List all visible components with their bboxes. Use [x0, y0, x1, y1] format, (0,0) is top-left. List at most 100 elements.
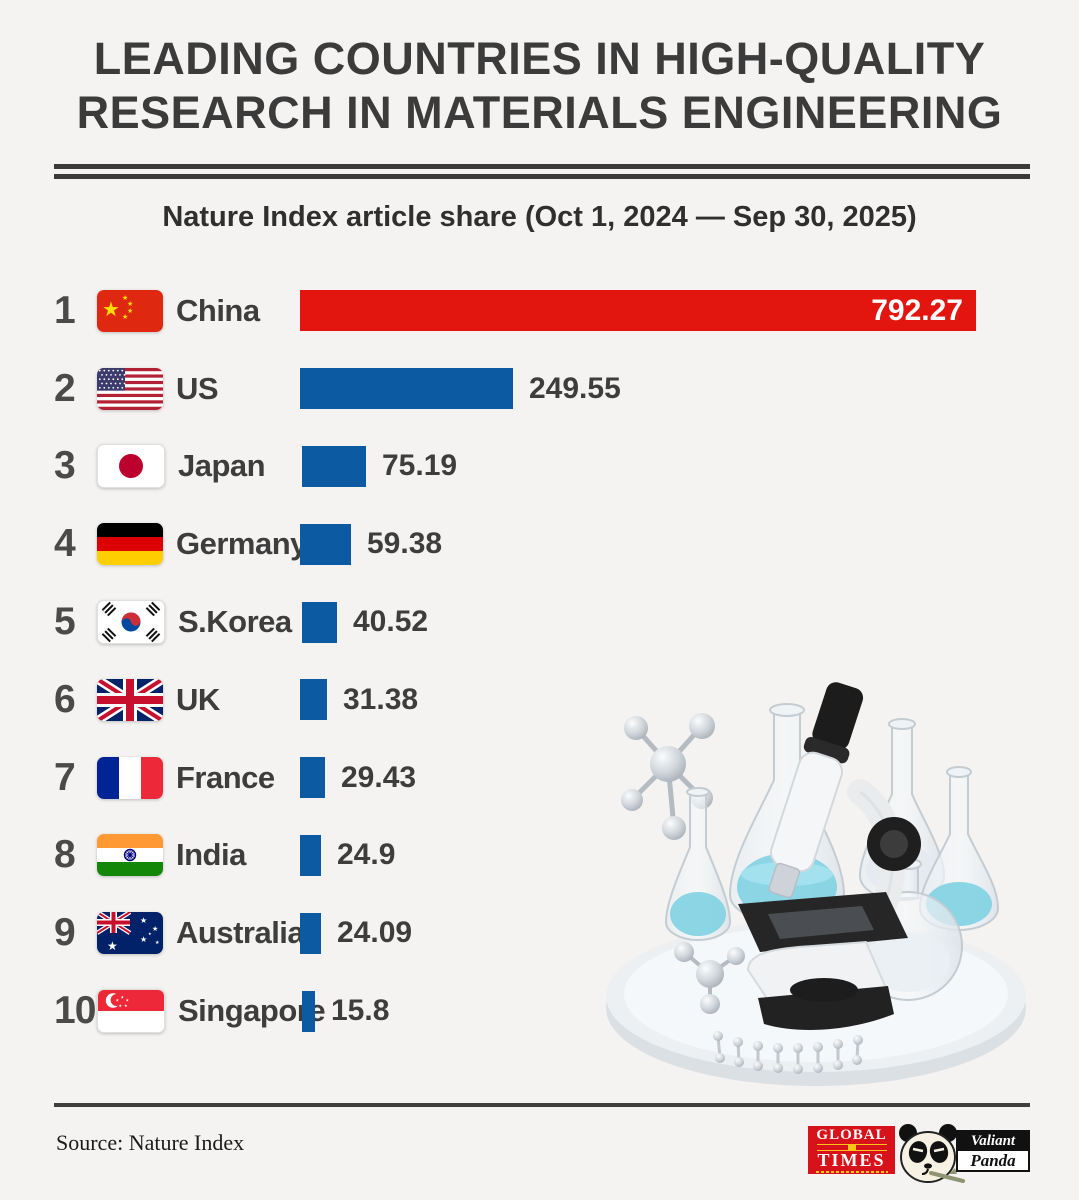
rank-label: 2 — [54, 366, 76, 410]
flag-china-icon: ★ ★ ★ ★ ★ — [97, 289, 163, 332]
flag-france-icon — [97, 756, 163, 799]
bar-track: 75.19 — [302, 445, 1030, 487]
value-label: 24.09 — [337, 916, 413, 950]
value-label: 40.52 — [353, 605, 429, 639]
value-label: 29.43 — [341, 760, 417, 794]
global-times-logo: GLOBAL TIMES — [808, 1126, 895, 1174]
divider-line-bottom — [54, 174, 1030, 179]
value-label: 59.38 — [367, 527, 443, 561]
rank-label: 5 — [54, 600, 76, 644]
country-label: India — [176, 837, 246, 873]
value-label: 249.55 — [529, 371, 621, 405]
svg-text:★: ★ — [122, 313, 128, 321]
flag-india-icon — [97, 834, 163, 877]
flag-uk-icon — [97, 678, 163, 721]
bar-track: 249.55 — [300, 368, 1030, 410]
page-title: LEADING COUNTRIES IN HIGH-QUALITY RESEAR… — [0, 32, 1079, 140]
country-row: 7 France 29.43 — [54, 739, 1030, 817]
country-label: China — [176, 292, 260, 328]
value-bar — [300, 368, 513, 410]
svg-text:★: ★ — [119, 1003, 123, 1008]
country-row: 1 ★ ★ ★ ★ ★ China 792.27 — [54, 272, 1030, 350]
svg-text:★: ★ — [155, 940, 160, 946]
bar-chart: 1 ★ ★ ★ ★ ★ China 792.27 2 US 249.55 3 Japan 75.19 4 Ge… — [54, 272, 1030, 1050]
global-times-line1: GLOBAL — [816, 1126, 887, 1143]
panda-icon — [899, 1124, 965, 1183]
global-times-tagline — [815, 1170, 888, 1173]
svg-text:★: ★ — [102, 297, 120, 321]
valiant-panda-logo: Valiant Panda — [956, 1130, 1030, 1172]
svg-text:★: ★ — [107, 939, 118, 953]
svg-text:★: ★ — [148, 931, 152, 936]
global-times-rule — [816, 1143, 887, 1151]
country-label: France — [176, 759, 275, 795]
divider-line-top — [54, 164, 1030, 169]
country-label: Singapore — [178, 993, 326, 1029]
page-title-line-2: RESEARCH IN MATERIALS ENGINEERING — [76, 87, 1003, 138]
valiant-panda-line2: Panda — [958, 1151, 1028, 1170]
bar-track: 24.9 — [300, 834, 1030, 876]
rank-label: 10 — [54, 989, 96, 1033]
rank-label: 1 — [54, 288, 76, 332]
bar-track: 29.43 — [300, 757, 1030, 799]
microscope-illustration-icon — [606, 682, 1026, 1086]
value-label: 792.27 — [871, 293, 963, 327]
rank-label: 6 — [54, 677, 76, 721]
value-bar: 792.27 — [300, 290, 976, 332]
bar-track: 59.38 — [300, 523, 1030, 565]
country-row: 8 India 24.9 — [54, 817, 1030, 895]
country-label: Japan — [178, 448, 266, 484]
rank-label: 4 — [54, 522, 76, 566]
svg-text:★: ★ — [121, 995, 125, 1000]
svg-text:★: ★ — [127, 307, 133, 315]
country-row: 3 Japan 75.19 — [54, 428, 1030, 506]
country-row: 10 ★ ★ ★ ★ ★ Singapore 15.8 — [54, 972, 1030, 1050]
footer-divider — [54, 1103, 1030, 1107]
chart-subtitle: Nature Index article share (Oct 1, 2024 … — [162, 201, 917, 233]
bar-track: 31.38 — [300, 679, 1030, 721]
flag-singapore-icon: ★ ★ ★ ★ ★ — [97, 989, 165, 1034]
country-label: S.Korea — [178, 604, 292, 640]
svg-text:★: ★ — [140, 935, 147, 944]
rank-label: 7 — [54, 755, 76, 799]
svg-text:★: ★ — [116, 998, 120, 1003]
svg-text:★: ★ — [152, 925, 158, 933]
value-label: 24.9 — [337, 838, 396, 872]
value-label: 75.19 — [382, 449, 458, 483]
value-label: 31.38 — [343, 682, 419, 716]
rank-label: 8 — [54, 833, 76, 877]
svg-text:★: ★ — [124, 1003, 128, 1008]
value-bar — [300, 912, 321, 954]
value-bar — [302, 601, 337, 643]
value-bar — [300, 757, 325, 799]
country-label: US — [176, 370, 219, 406]
value-label: 15.8 — [331, 994, 390, 1028]
country-label: UK — [176, 681, 220, 717]
bar-track: 24.09 — [300, 912, 1030, 954]
country-label: Germany — [176, 526, 307, 562]
flag-australia-icon: ★ ★ ★ ★ ★ ★ — [97, 912, 163, 955]
value-bar — [302, 990, 315, 1032]
rank-label: 3 — [54, 444, 76, 488]
svg-text:★: ★ — [140, 916, 147, 925]
svg-text:★: ★ — [126, 998, 130, 1003]
flag-us-icon — [97, 367, 163, 410]
flag-japan-icon — [97, 444, 165, 489]
bar-track: 15.8 — [302, 990, 1030, 1032]
bar-track: 40.52 — [302, 601, 1030, 643]
page-title-line-1: LEADING COUNTRIES IN HIGH-QUALITY — [93, 33, 986, 84]
svg-text:★: ★ — [122, 294, 128, 302]
value-bar — [302, 445, 366, 487]
bar-track: 792.27 — [300, 290, 1030, 332]
value-bar — [300, 523, 351, 565]
country-row: 5 S.Korea 40.52 — [54, 583, 1030, 661]
valiant-panda-line1: Valiant — [958, 1132, 1028, 1151]
value-bar — [300, 834, 321, 876]
country-row: 4 Germany 59.38 — [54, 505, 1030, 583]
country-row: 9 ★ ★ ★ ★ ★ ★ Australia 24.09 — [54, 894, 1030, 972]
svg-text:★: ★ — [127, 300, 133, 308]
country-row: 2 US 249.55 — [54, 350, 1030, 428]
country-row: 6 UK 31.38 — [54, 661, 1030, 739]
global-times-line2: TIMES — [817, 1149, 886, 1170]
